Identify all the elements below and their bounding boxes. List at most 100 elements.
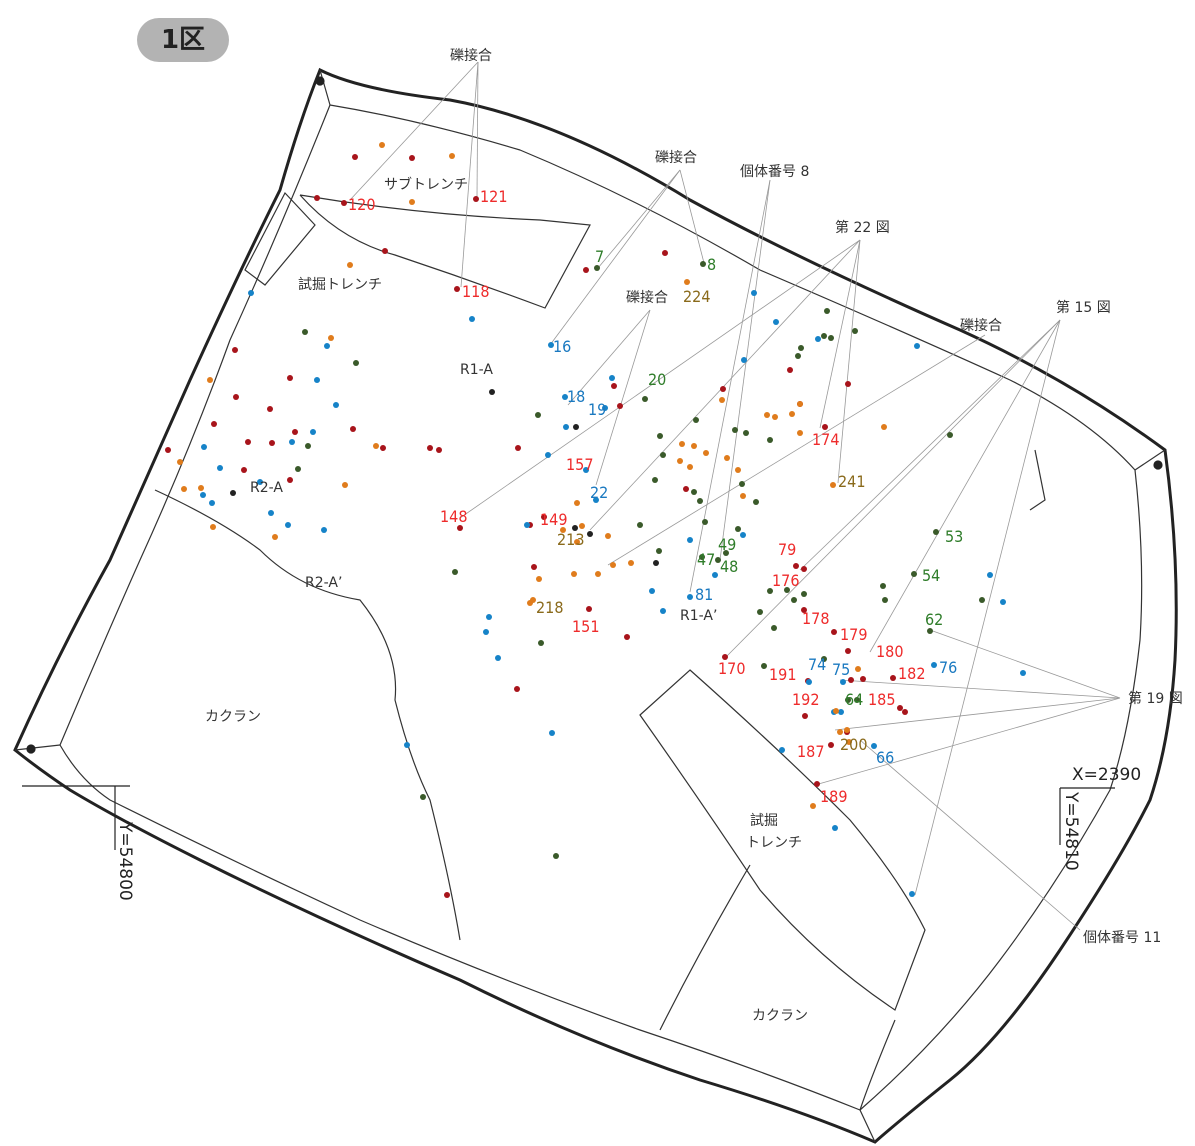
- artifact-dot: [272, 534, 278, 540]
- artifact-number-149: 149: [540, 510, 567, 529]
- artifact-dot: [637, 522, 643, 528]
- artifact-dot: [611, 383, 617, 389]
- artifact-dot: [409, 155, 415, 161]
- label-figure-15: 第 15 図: [1056, 299, 1111, 316]
- label-trial-trench-a: 試掘トレンチ: [298, 277, 382, 293]
- artifact-dot: [719, 397, 725, 403]
- artifact-dot: [579, 523, 585, 529]
- artifact-dot: [586, 606, 592, 612]
- artifact-dot: [553, 853, 559, 859]
- artifact-dot: [757, 609, 763, 615]
- artifact-dot: [382, 248, 388, 254]
- artifact-dot: [852, 328, 858, 334]
- artifact-dot: [420, 794, 426, 800]
- artifact-dot: [793, 563, 799, 569]
- artifact-dot: [454, 286, 460, 292]
- artifact-dot: [541, 514, 547, 520]
- artifact-dot: [409, 199, 415, 205]
- artifact-dot: [571, 571, 577, 577]
- artifact-dot: [211, 421, 217, 427]
- artifact-dot: [1020, 670, 1026, 676]
- artifact-dot: [324, 343, 330, 349]
- artifact-number-48: 48: [720, 557, 738, 576]
- artifact-dot: [797, 430, 803, 436]
- artifact-dot: [784, 587, 790, 593]
- artifact-dot: [535, 412, 541, 418]
- artifact-number-54: 54: [922, 566, 940, 585]
- artifact-dot: [652, 477, 658, 483]
- artifact-dot: [821, 656, 827, 662]
- artifact-dot: [902, 709, 908, 715]
- artifact-dot: [593, 497, 599, 503]
- artifact-dot: [531, 564, 537, 570]
- annotation-labels: 礫接合 礫接合 個体番号 8 第 22 図 礫接合 礫接合 第 15 図 第 1…: [115, 47, 1183, 1024]
- artifact-number-224: 224: [683, 287, 710, 306]
- artifact-dot: [814, 781, 820, 787]
- artifact-dot: [350, 426, 356, 432]
- artifact-dot: [267, 406, 273, 412]
- leader-lines: [349, 61, 1121, 931]
- artifact-dot: [452, 569, 458, 575]
- artifact-dot: [549, 730, 555, 736]
- artifact-dot: [801, 591, 807, 597]
- label-figure-19: 第 19 図: [1128, 690, 1183, 707]
- artifact-dot: [287, 375, 293, 381]
- artifact-dot: [767, 588, 773, 594]
- artifact-dot: [795, 353, 801, 359]
- artifact-dot: [724, 455, 730, 461]
- artifact-dot: [933, 529, 939, 535]
- artifact-dot: [743, 430, 749, 436]
- artifact-dot: [791, 597, 797, 603]
- artifact-number-187: 187: [797, 742, 824, 761]
- artifact-dot: [684, 279, 690, 285]
- artifact-dot: [1000, 599, 1006, 605]
- artifact-dot: [822, 424, 828, 430]
- artifact-number-53: 53: [945, 527, 963, 546]
- artifact-dot: [572, 525, 578, 531]
- label-kakuran-2: カクラン: [752, 1008, 808, 1024]
- artifact-dot: [687, 464, 693, 470]
- artifact-dot: [832, 825, 838, 831]
- artifact-dot: [897, 705, 903, 711]
- label-individual-8: 個体番号 8: [740, 164, 809, 180]
- artifact-dot: [660, 452, 666, 458]
- artifact-dot: [844, 727, 850, 733]
- artifact-dot: [495, 655, 501, 661]
- artifact-dot: [828, 742, 834, 748]
- artifact-dot: [233, 394, 239, 400]
- label-r1-a: R1-A: [460, 362, 493, 378]
- artifact-dot: [699, 554, 705, 560]
- artifact-dot: [845, 381, 851, 387]
- artifact-dot: [722, 654, 728, 660]
- artifact-dot: [914, 343, 920, 349]
- artifact-dot: [739, 481, 745, 487]
- label-joint-2: 礫接合: [655, 149, 697, 166]
- artifact-dot: [660, 608, 666, 614]
- site-boundary: [13, 67, 1178, 1144]
- artifact-dot: [305, 443, 311, 449]
- artifact-dot: [679, 441, 685, 447]
- label-y-54800: Y=54800: [115, 821, 135, 901]
- artifact-dot: [449, 153, 455, 159]
- artifact-dot: [798, 345, 804, 351]
- artifact-dot: [880, 583, 886, 589]
- artifact-dot: [735, 526, 741, 532]
- artifact-dot: [342, 482, 348, 488]
- artifact-dot: [840, 679, 846, 685]
- artifact-number-64: 64: [845, 690, 863, 709]
- artifact-dot: [740, 532, 746, 538]
- artifact-number-7: 7: [595, 247, 604, 266]
- artifact-dot: [653, 560, 659, 566]
- artifact-number-192: 192: [792, 690, 819, 709]
- grid-markers: [22, 76, 1163, 850]
- artifact-dot: [269, 440, 275, 446]
- artifact-dot: [201, 444, 207, 450]
- artifact-dot: [909, 891, 915, 897]
- artifact-dot: [341, 200, 347, 206]
- artifact-dot: [527, 600, 533, 606]
- artifact-dot: [787, 367, 793, 373]
- artifact-dot: [295, 466, 301, 472]
- label-y-54810: Y=54810: [1061, 791, 1081, 871]
- artifact-dot: [302, 329, 308, 335]
- artifact-dot: [649, 588, 655, 594]
